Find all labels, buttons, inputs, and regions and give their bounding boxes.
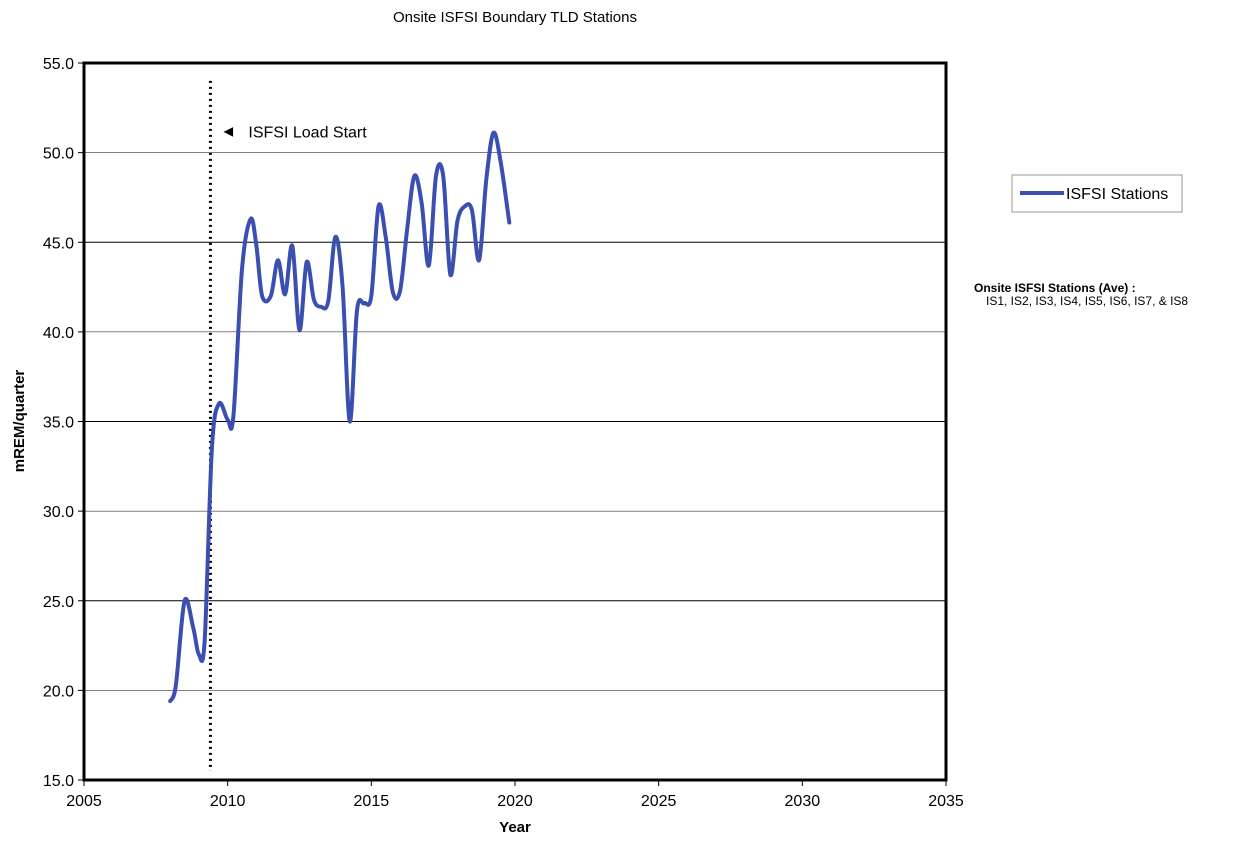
legend: ISFSI Stations [1011, 174, 1183, 213]
x-axis-title: Year [499, 819, 531, 836]
y-tick-label: 55.0 [43, 56, 74, 73]
load-start-annotation: ISFSI Load Start [248, 124, 367, 141]
stations-note-title: Onsite ISFSI Stations (Ave) : [974, 281, 1136, 295]
y-tick-label: 30.0 [43, 504, 74, 521]
x-tick-label: 2015 [354, 793, 390, 810]
x-tick-label: 2005 [66, 793, 102, 810]
y-tick-label: 20.0 [43, 683, 74, 700]
load-start-arrow-icon: ◄ [220, 123, 236, 140]
stations-note-body: IS1, IS2, IS3, IS4, IS5, IS6, IS7, & IS8 [986, 294, 1188, 308]
y-axis-title: mREM/quarter [11, 370, 28, 473]
y-tick-label: 15.0 [43, 773, 74, 790]
x-tick-label: 2010 [210, 793, 246, 810]
y-tick-label: 40.0 [43, 325, 74, 342]
y-axis-ticks: 15.0 20.0 25.0 30.0 35.0 40.0 45.0 50.0 55.0 [43, 56, 84, 790]
x-tick-label: 2020 [497, 793, 533, 810]
x-tick-label: 2025 [641, 793, 677, 810]
x-tick-label: 2035 [928, 793, 964, 810]
x-tick-label: 2030 [785, 793, 821, 810]
legend-label-isfsi-stations: ISFSI Stations [1066, 186, 1168, 203]
y-tick-label: 45.0 [43, 235, 74, 252]
y-tick-label: 35.0 [43, 415, 74, 432]
chart-title: Onsite ISFSI Boundary TLD Stations [393, 9, 637, 26]
x-axis-ticks: 2005 2010 2015 2020 2025 2030 2035 [66, 780, 964, 810]
series-line-isfsi-stations [168, 130, 512, 704]
y-tick-label: 50.0 [43, 146, 74, 163]
y-tick-label: 25.0 [43, 594, 74, 611]
